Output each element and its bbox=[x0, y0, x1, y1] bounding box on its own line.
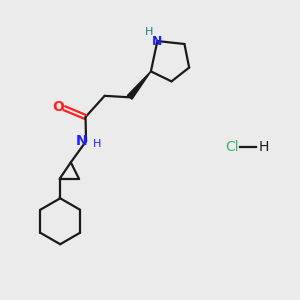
Text: N: N bbox=[152, 34, 162, 48]
Text: Cl: Cl bbox=[226, 140, 239, 154]
Text: H: H bbox=[258, 140, 268, 154]
Text: H: H bbox=[93, 139, 101, 148]
Text: N: N bbox=[76, 134, 87, 148]
Text: H: H bbox=[145, 27, 153, 37]
Polygon shape bbox=[128, 71, 151, 99]
Text: O: O bbox=[52, 100, 64, 114]
